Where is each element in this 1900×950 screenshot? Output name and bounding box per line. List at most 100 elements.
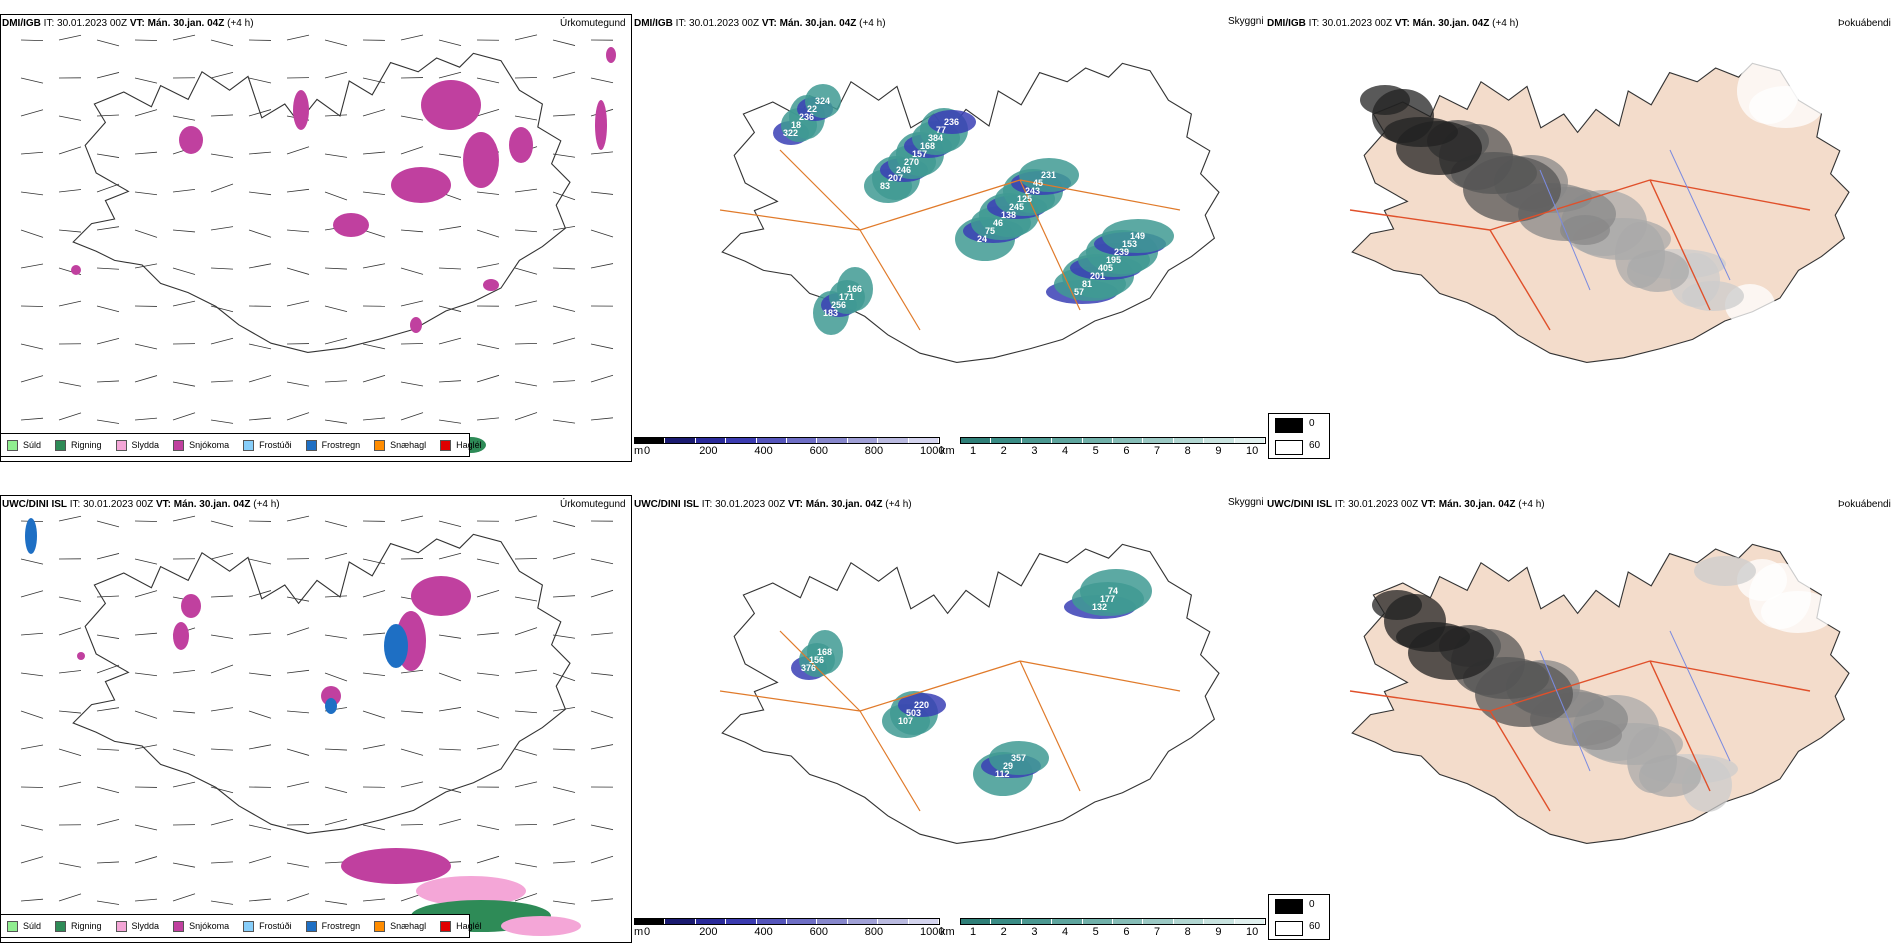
wind-barb <box>210 337 234 345</box>
wind-barb <box>324 520 348 528</box>
wind-barb <box>20 744 44 750</box>
wind-barb <box>134 856 158 864</box>
lead-time: (+4 h) <box>253 499 280 510</box>
wind-barb <box>96 748 120 751</box>
vt-value: Mán. 30.jan. 04Z <box>779 18 857 29</box>
visibility-label: 112 <box>995 769 1010 779</box>
visibility-area <box>807 630 843 674</box>
lead-time: (+4 h) <box>859 18 886 29</box>
wind-barb <box>210 267 234 270</box>
precip-area <box>509 127 533 163</box>
wind-barb <box>286 893 310 902</box>
vt-label: VT: <box>1394 18 1410 29</box>
panel-title-fog: Þokuábendi <box>1838 18 1891 29</box>
wind-barb <box>514 343 538 345</box>
fog-legend: 0 60 <box>1268 894 1330 940</box>
wind-barb <box>286 34 310 41</box>
wind-barb <box>590 672 614 676</box>
wind-barb <box>324 39 348 47</box>
wind-barb <box>438 520 462 528</box>
it-value: 30.01.2023 00Z <box>57 18 128 29</box>
it-label: IT: <box>1308 18 1320 29</box>
wind-barb <box>514 669 538 674</box>
wind-barb <box>362 151 386 155</box>
wind-barb <box>210 748 234 751</box>
scale-tick-label: 800 <box>864 926 884 938</box>
precip-area <box>595 100 607 150</box>
wind-barb <box>324 153 348 158</box>
legend-label: Snjókoma <box>189 440 230 450</box>
wind-barb <box>20 856 44 864</box>
wind-barb <box>20 343 44 350</box>
precip-area <box>325 698 337 714</box>
it-label: IT: <box>701 499 713 510</box>
visibility-area <box>805 84 841 118</box>
legend-label: Snæhagl <box>390 440 427 450</box>
visibility-label: 183 <box>823 308 838 318</box>
legend-swatch <box>173 439 185 451</box>
scale-segment <box>1021 438 1053 443</box>
wind-barb <box>248 77 272 84</box>
scale-tick-label: 6 <box>1123 445 1130 457</box>
wind-barb <box>590 558 614 565</box>
road <box>1489 179 1651 231</box>
wind-barb <box>552 861 576 864</box>
road <box>1019 179 1081 311</box>
wind-barbs <box>20 34 614 424</box>
road <box>1649 660 1711 792</box>
wind-barb <box>248 343 272 350</box>
visibility-area <box>1102 219 1174 253</box>
wind-barb <box>514 781 538 788</box>
visibility-label: 156 <box>809 655 824 665</box>
road <box>859 660 1021 712</box>
visibility-area <box>928 110 976 134</box>
scale-tick-label: 5 <box>1092 926 1099 938</box>
wind-barb <box>172 748 196 756</box>
scale-tick-label: 800 <box>864 445 884 457</box>
road <box>779 630 861 712</box>
wind-barb <box>438 786 462 793</box>
wind-barb <box>362 898 386 902</box>
scale-segment <box>991 438 1022 443</box>
visibility-label: 177 <box>1100 594 1115 604</box>
wind-barb <box>286 381 310 387</box>
wind-barb <box>20 375 44 383</box>
wind-barb <box>96 153 120 158</box>
fog-legend-bottom: 60 <box>1309 440 1321 451</box>
fog-area <box>1560 215 1610 245</box>
wind-barb <box>96 707 120 712</box>
visibility-map: 322 83 24 57 18 207 75 81 236 246 46 201 22 270 138 405… <box>719 62 1220 363</box>
model-name: DMI/IGB <box>634 18 673 29</box>
wind-barb <box>96 595 120 598</box>
wind-barb <box>58 300 82 307</box>
it-label: IT: <box>1334 499 1346 510</box>
wind-barb <box>476 417 500 421</box>
legend-swatch <box>115 439 127 451</box>
scale-tick-label: 4 <box>1062 926 1069 938</box>
road <box>1019 179 1181 211</box>
wind-barb <box>96 818 120 826</box>
precip-area <box>179 126 203 154</box>
wind-barb <box>58 596 82 602</box>
wind-barb <box>210 183 234 193</box>
wind-barb <box>590 77 614 84</box>
wind-barb <box>286 188 310 193</box>
wind-barb <box>20 417 44 421</box>
wind-barb <box>96 226 120 231</box>
wind-barb <box>134 744 158 750</box>
visibility-label: 324 <box>815 96 830 106</box>
scale-segment <box>695 919 727 924</box>
scale-segment <box>878 919 909 924</box>
wind-barb <box>134 229 158 238</box>
vt-label: VT: <box>1420 499 1436 510</box>
vt-label: VT: <box>761 18 777 29</box>
visibility-area <box>1019 158 1079 192</box>
wind-barb <box>514 412 538 421</box>
wind-barb <box>324 191 348 201</box>
wind-barb <box>134 898 158 902</box>
wind-barb <box>362 744 386 750</box>
panel-header: DMI/IGB IT: 30.01.2023 00Z VT: Mán. 30.j… <box>634 18 886 29</box>
panel-header: DMI/IGB IT: 30.01.2023 00Z VT: Mán. 30.j… <box>1267 18 1519 29</box>
wind-barb <box>476 744 500 750</box>
wind-barb <box>514 229 538 233</box>
